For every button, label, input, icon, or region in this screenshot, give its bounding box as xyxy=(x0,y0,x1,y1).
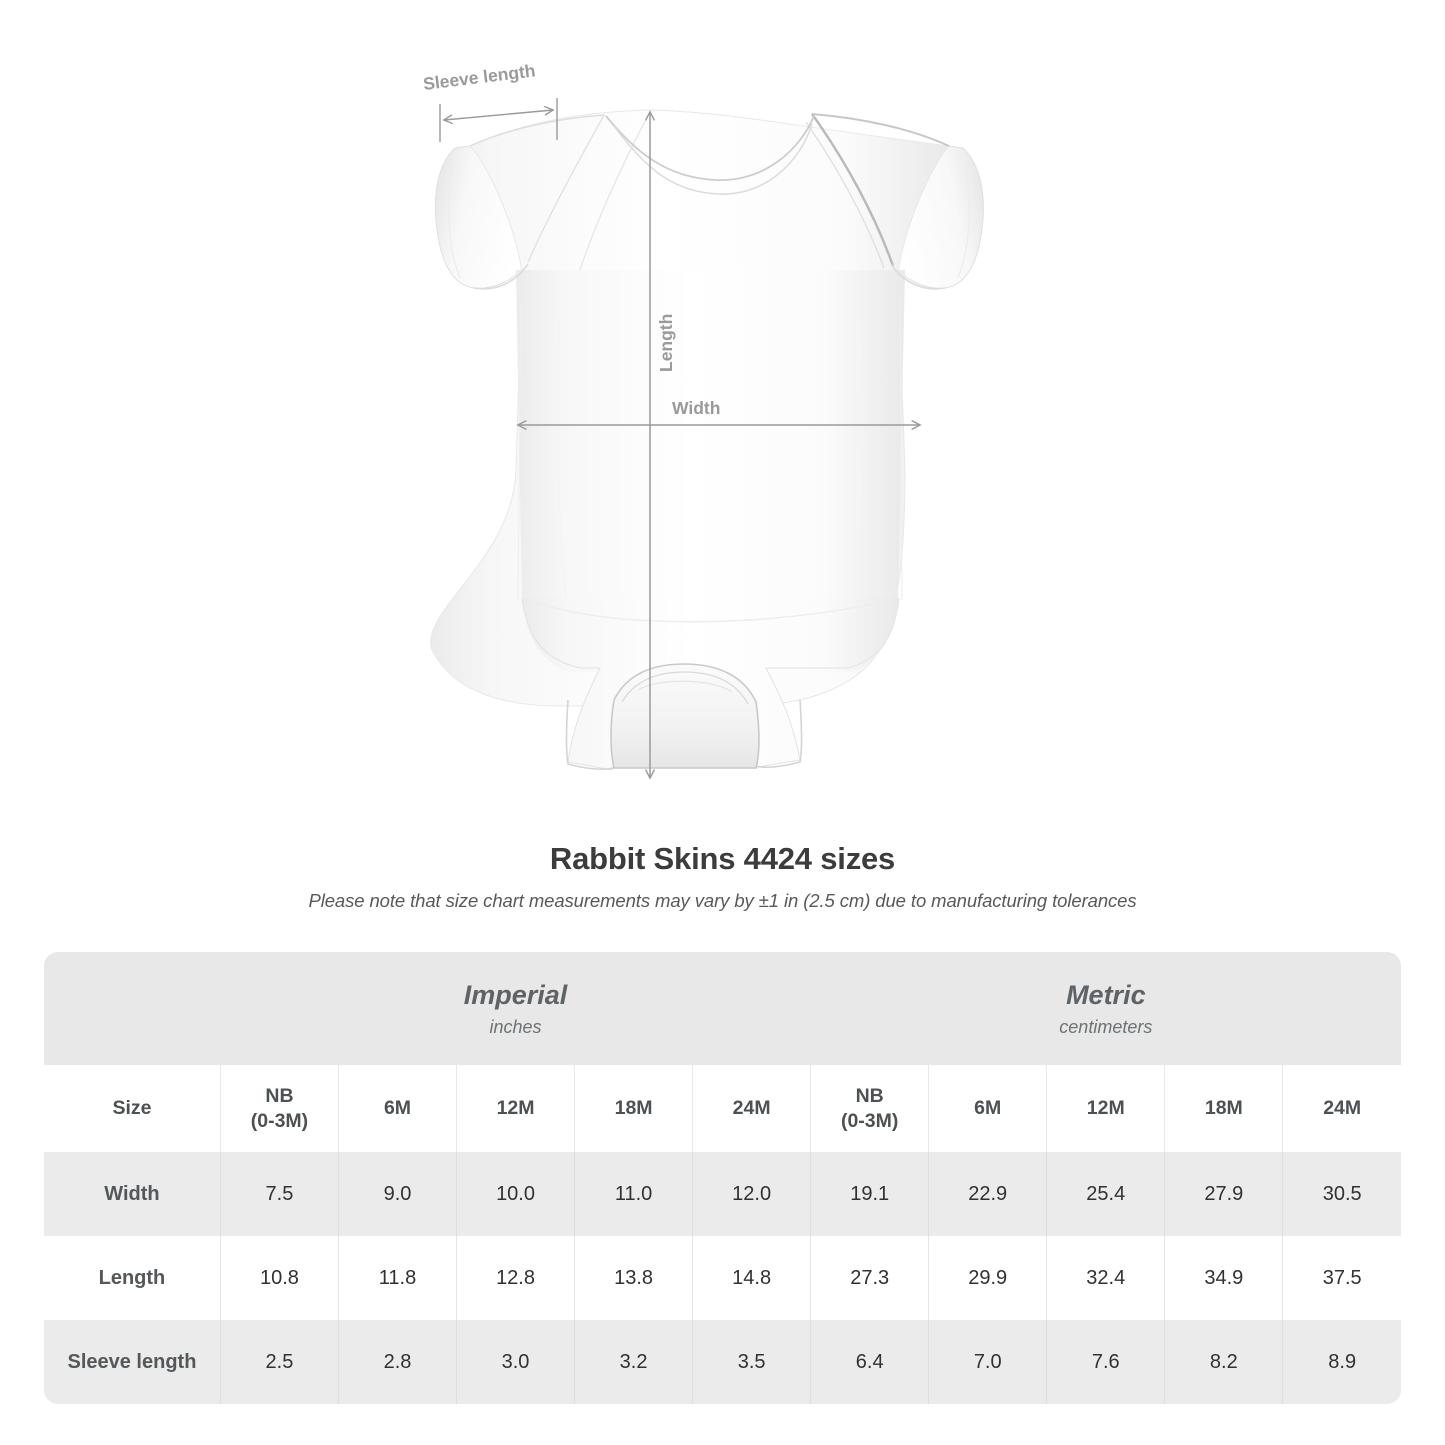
length-label: Length xyxy=(656,314,676,372)
title-block: Rabbit Skins 4424 sizes Please note that… xyxy=(0,840,1445,912)
header-size: Size xyxy=(44,1065,221,1152)
cell-sleeve-imperial-6m: 2.8 xyxy=(338,1320,458,1404)
unit-sub-metric: centimeters xyxy=(1059,1017,1153,1038)
cell-sleeve-imperial-18m: 3.2 xyxy=(574,1320,694,1404)
header-col-metric-24m: 24M xyxy=(1323,1097,1362,1120)
cell-sleeve-metric-12m: 7.6 xyxy=(1046,1320,1166,1404)
cell-width-imperial-12m: 10.0 xyxy=(456,1152,576,1236)
unit-band-corner xyxy=(44,952,221,1065)
cell-length-metric-18m: 34.9 xyxy=(1164,1236,1284,1320)
page-title: Rabbit Skins 4424 sizes xyxy=(549,841,896,876)
unit-band-imperial: Imperial inches xyxy=(220,952,811,1065)
row-label-sleeve-length: Sleeve length xyxy=(44,1320,221,1404)
header-col-metric-nb: NB (0-3M) xyxy=(810,1065,930,1152)
unit-sub-imperial: inches xyxy=(489,1017,542,1038)
header-col-metric-6m: 6M xyxy=(928,1065,1048,1152)
header-col-imperial-nb-label: NB xyxy=(265,1084,294,1107)
unit-band-metric: Metric centimeters xyxy=(810,952,1401,1065)
cell-sleeve-imperial-nb: 2.5 xyxy=(220,1320,339,1404)
unit-name-imperial: Imperial xyxy=(463,979,568,1010)
cell-length-metric-12m: 32.4 xyxy=(1046,1236,1166,1320)
header-col-imperial-nb: NB (0-3M) xyxy=(220,1065,339,1152)
header-col-imperial-nb-sub: (0-3M) xyxy=(250,1109,309,1132)
cell-length-imperial-nb: 10.8 xyxy=(220,1236,339,1320)
header-col-imperial-24m: 24M xyxy=(692,1065,812,1152)
cell-width-metric-24m: 30.5 xyxy=(1282,1152,1401,1236)
size-table: Imperial inches Metric centimeters Size xyxy=(44,952,1401,1404)
row-label-width: Width xyxy=(44,1152,221,1236)
unit-band-row: Imperial inches Metric centimeters xyxy=(44,952,1401,1065)
header-col-metric-18m: 18M xyxy=(1164,1065,1284,1152)
cell-length-metric-nb: 27.3 xyxy=(810,1236,930,1320)
table-row: Length 10.8 11.8 12.8 13.8 14.8 27.3 29.… xyxy=(44,1236,1401,1320)
cell-width-metric-12m: 25.4 xyxy=(1046,1152,1166,1236)
column-header-row: Size NB (0-3M) 6M 12M xyxy=(44,1065,1401,1152)
header-col-metric-12m: 12M xyxy=(1046,1065,1166,1152)
cell-length-metric-24m: 37.5 xyxy=(1282,1236,1401,1320)
bodysuit-illustration xyxy=(430,109,984,771)
cell-width-imperial-18m: 11.0 xyxy=(574,1152,694,1236)
cell-sleeve-metric-24m: 8.9 xyxy=(1282,1320,1401,1404)
width-label: Width xyxy=(672,398,720,418)
header-size-label: Size xyxy=(112,1097,152,1120)
header-col-imperial-18m: 18M xyxy=(574,1065,694,1152)
cell-length-imperial-18m: 13.8 xyxy=(574,1236,694,1320)
header-col-imperial-6m: 6M xyxy=(338,1065,458,1152)
width-annotation: Width xyxy=(518,398,920,425)
table-row: Sleeve length 2.5 2.8 3.0 3.2 3.5 6.4 7.… xyxy=(44,1320,1401,1404)
cell-length-imperial-12m: 12.8 xyxy=(456,1236,576,1320)
cell-sleeve-imperial-24m: 3.5 xyxy=(692,1320,812,1404)
unit-name-metric: Metric xyxy=(1066,979,1146,1010)
header-col-metric-nb-sub: (0-3M) xyxy=(840,1109,899,1132)
header-col-metric-nb-label: NB xyxy=(855,1084,884,1107)
cell-width-imperial-24m: 12.0 xyxy=(692,1152,812,1236)
header-col-imperial-12m: 12M xyxy=(456,1065,576,1152)
cell-width-metric-18m: 27.9 xyxy=(1164,1152,1284,1236)
cell-width-imperial-6m: 9.0 xyxy=(338,1152,458,1236)
cell-width-metric-6m: 22.9 xyxy=(928,1152,1048,1236)
cell-length-metric-6m: 29.9 xyxy=(928,1236,1048,1320)
sleeve-length-label: Sleeve length xyxy=(422,60,536,94)
table-row: Width 7.5 9.0 10.0 11.0 12.0 19.1 22.9 2… xyxy=(44,1152,1401,1236)
cell-length-imperial-6m: 11.8 xyxy=(338,1236,458,1320)
cell-sleeve-metric-6m: 7.0 xyxy=(928,1320,1048,1404)
tolerance-note: Please note that size chart measurements… xyxy=(308,890,1137,912)
cell-sleeve-metric-nb: 6.4 xyxy=(810,1320,930,1404)
cell-sleeve-imperial-12m: 3.0 xyxy=(456,1320,576,1404)
cell-width-metric-nb: 19.1 xyxy=(810,1152,930,1236)
length-annotation: Length xyxy=(650,112,676,778)
size-table-wrapper: Imperial inches Metric centimeters Size xyxy=(44,952,1401,1404)
sleeve-length-arrow xyxy=(444,110,553,120)
cell-sleeve-metric-18m: 8.2 xyxy=(1164,1320,1284,1404)
row-label-length: Length xyxy=(44,1236,221,1320)
garment-diagram: Sleeve length Length Width xyxy=(422,60,984,820)
cell-width-imperial-nb: 7.5 xyxy=(220,1152,339,1236)
cell-length-imperial-24m: 14.8 xyxy=(692,1236,812,1320)
